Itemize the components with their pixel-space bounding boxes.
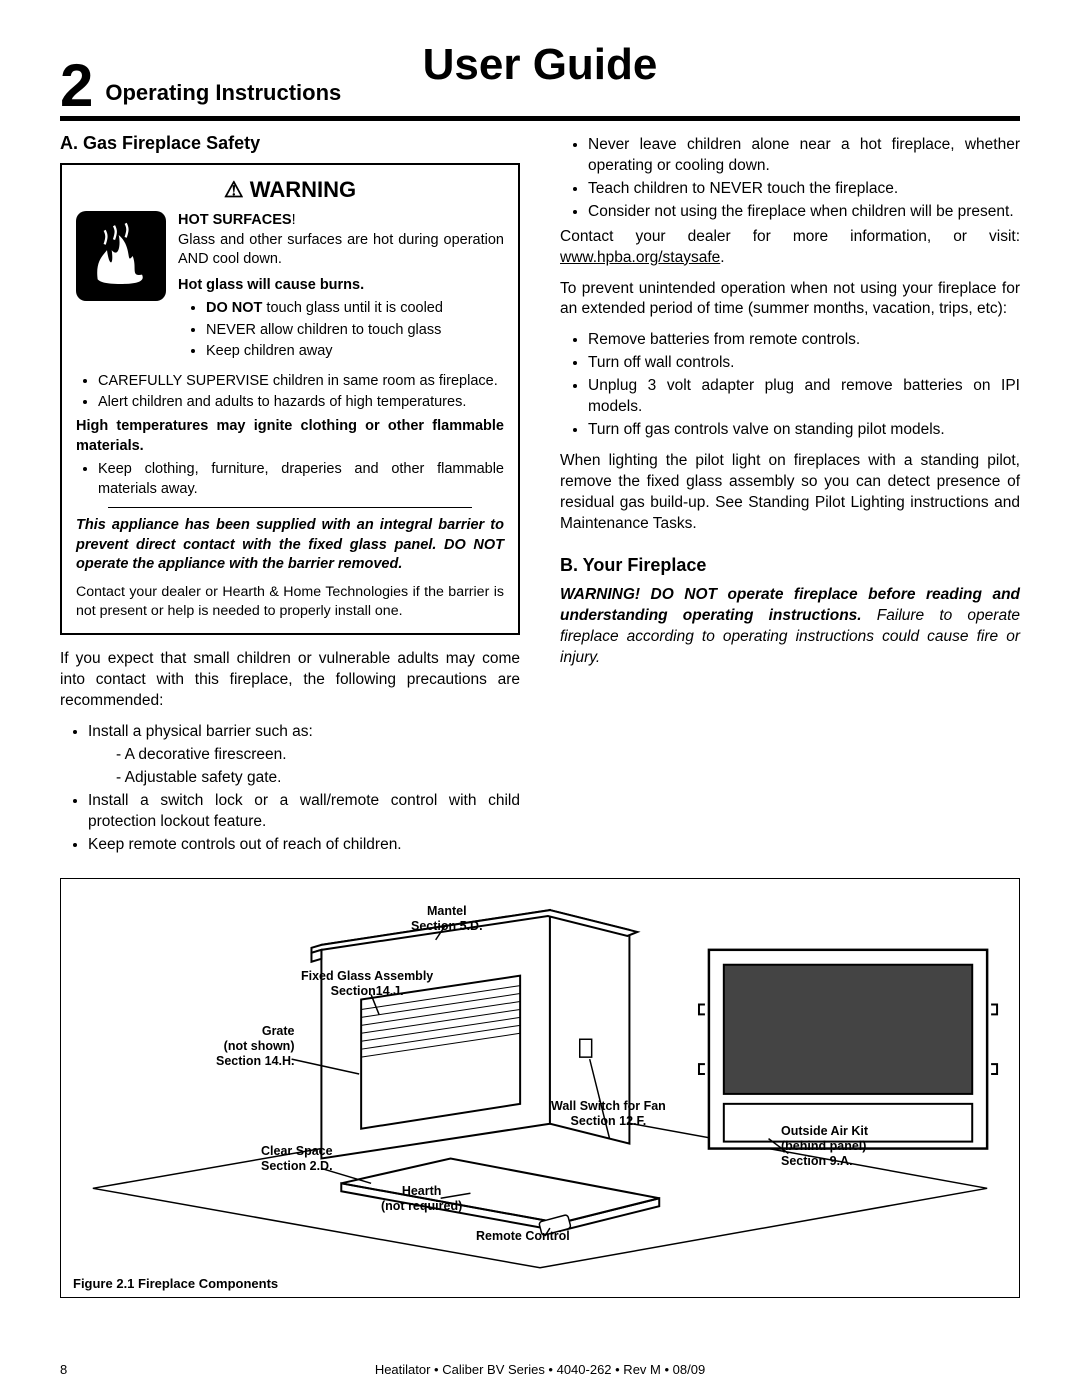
prevent-2: Turn off wall controls. xyxy=(588,353,1020,374)
precaution-3: Keep remote controls out of reach of chi… xyxy=(88,835,520,856)
staysafe-link[interactable]: www.hpba.org/staysafe xyxy=(560,249,720,266)
contact-line: Contact your dealer for more information… xyxy=(560,227,1020,269)
label-outside-air: Outside Air Kit (behind panel) Section 9… xyxy=(781,1124,868,1169)
pilot-para: When lighting the pilot light on firepla… xyxy=(560,451,1020,535)
prevent-list: Remove batteries from remote controls. T… xyxy=(560,330,1020,441)
title-row: User Guide 2 Operating Instructions xyxy=(60,40,1020,110)
section-b-warning: WARNING! DO NOT operate fireplace before… xyxy=(560,585,1020,669)
section-b-heading: B. Your Fireplace xyxy=(560,553,1020,577)
right-column: Never leave children alone near a hot fi… xyxy=(560,131,1020,860)
footer-text: Heatilator • Caliber BV Series • 4040-26… xyxy=(0,1362,1080,1377)
warning-word: WARNING xyxy=(250,177,356,202)
section-title: Operating Instructions xyxy=(105,80,341,110)
precaution-1-sub: A decorative firescreen. Adjustable safe… xyxy=(88,745,520,789)
warning-top-row: HOT SURFACES! Glass and other surfaces a… xyxy=(76,211,504,366)
two-columns: A. Gas Fireplace Safety ⚠ WARNING xyxy=(60,131,1020,860)
warning-box: ⚠ WARNING HOT SURFACES! Glass xyxy=(60,163,520,635)
precaution-2: Install a switch lock or a wall/remote c… xyxy=(88,791,520,833)
right-top-bullets: Never leave children alone near a hot fi… xyxy=(560,135,1020,223)
warning-intro-text: HOT SURFACES! Glass and other surfaces a… xyxy=(178,211,504,366)
precautions-intro: If you expect that small children or vul… xyxy=(60,649,520,712)
prevent-intro: To prevent unintended operation when not… xyxy=(560,279,1020,321)
hot-surfaces-text: Glass and other surfaces are hot during … xyxy=(178,231,504,270)
warning-title: ⚠ WARNING xyxy=(76,175,504,205)
label-remote: Remote Control xyxy=(476,1229,570,1244)
warning-bullets-outer: CAREFULLY SUPERVISE children in same roo… xyxy=(76,372,504,413)
barrier-text: This appliance has been supplied with an… xyxy=(76,516,504,575)
contact-dealer-text: Contact your dealer or Hearth & Home Tec… xyxy=(76,583,504,621)
prevent-3: Unplug 3 volt adapter plug and remove ba… xyxy=(588,376,1020,418)
rb1: Never leave children alone near a hot fi… xyxy=(588,135,1020,177)
section-number: 2 xyxy=(60,62,93,110)
alert-line: Alert children and adults to hazards of … xyxy=(98,393,504,413)
exclaim: ! xyxy=(292,212,296,228)
label-grate: Grate (not shown) Section 14.H. xyxy=(216,1024,295,1069)
hot-surface-icon xyxy=(76,211,166,301)
label-wall-switch: Wall Switch for Fan Section 12.F. xyxy=(551,1099,666,1129)
high-temp-line: High temperatures may ignite clothing or… xyxy=(76,417,504,456)
warning-triangle-icon: ⚠ xyxy=(224,177,244,202)
prevent-1: Remove batteries from remote controls. xyxy=(588,330,1020,351)
rb2: Teach children to NEVER touch the firepl… xyxy=(588,179,1020,200)
warning-inner-rule xyxy=(108,507,472,508)
label-mantel: Mantel Section 5.D. xyxy=(411,904,483,934)
prevent-4: Turn off gas controls valve on standing … xyxy=(588,420,1020,441)
never-allow-line: NEVER allow children to touch glass xyxy=(206,321,504,341)
figure-box: Mantel Section 5.D. Fixed Glass Assembly… xyxy=(60,878,1020,1298)
keep-children-line: Keep children away xyxy=(206,342,504,362)
precautions-list: Install a physical barrier such as: A de… xyxy=(60,722,520,856)
section-rule xyxy=(60,116,1020,121)
precaution-1b: Adjustable safety gate. xyxy=(116,768,520,789)
keep-clothing-list: Keep clothing, furniture, draperies and … xyxy=(76,460,504,499)
hot-glass-line: Hot glass will cause burns. xyxy=(178,276,504,296)
label-hearth: Hearth (not required) xyxy=(381,1184,462,1214)
label-fixed-glass: Fixed Glass Assembly Section14.J. xyxy=(301,969,433,999)
hot-surfaces-label: HOT SURFACES xyxy=(178,212,292,228)
figure-caption: Figure 2.1 Fireplace Components xyxy=(73,1276,278,1291)
rb3: Consider not using the fireplace when ch… xyxy=(588,202,1020,223)
left-column: A. Gas Fireplace Safety ⚠ WARNING xyxy=(60,131,520,860)
page-container: User Guide 2 Operating Instructions A. G… xyxy=(0,0,1080,1318)
warning-bullets-inner: DO NOT touch glass until it is cooled NE… xyxy=(178,299,504,362)
label-clear-space: Clear Space Section 2.D. xyxy=(261,1144,333,1174)
keep-clothing-line: Keep clothing, furniture, draperies and … xyxy=(98,460,504,499)
do-not-line: DO NOT touch glass until it is cooled xyxy=(206,299,504,319)
precaution-1a: A decorative firescreen. xyxy=(116,745,520,766)
section-a-heading: A. Gas Fireplace Safety xyxy=(60,131,520,155)
precaution-1: Install a physical barrier such as: A de… xyxy=(88,722,520,789)
supervise-line: CAREFULLY SUPERVISE children in same roo… xyxy=(98,372,504,392)
fireplace-diagram xyxy=(73,889,1007,1269)
